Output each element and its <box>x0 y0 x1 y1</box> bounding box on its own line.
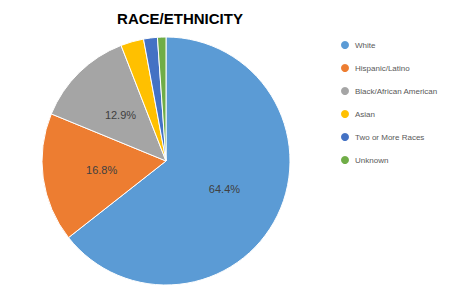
svg-text:White: White <box>355 41 376 50</box>
svg-text:Unknown: Unknown <box>355 156 388 165</box>
svg-text:Two or More Races: Two or More Races <box>355 133 424 142</box>
svg-text:Black/African American: Black/African American <box>355 87 437 96</box>
svg-text:64.4%: 64.4% <box>209 183 240 195</box>
svg-text:16.8%: 16.8% <box>86 164 117 176</box>
svg-text:RACE/ETHNICITY: RACE/ETHNICITY <box>117 10 243 27</box>
svg-text:Hispanic/Latino: Hispanic/Latino <box>355 64 410 73</box>
svg-text:Asian: Asian <box>355 110 375 119</box>
svg-text:12.9%: 12.9% <box>105 109 136 121</box>
